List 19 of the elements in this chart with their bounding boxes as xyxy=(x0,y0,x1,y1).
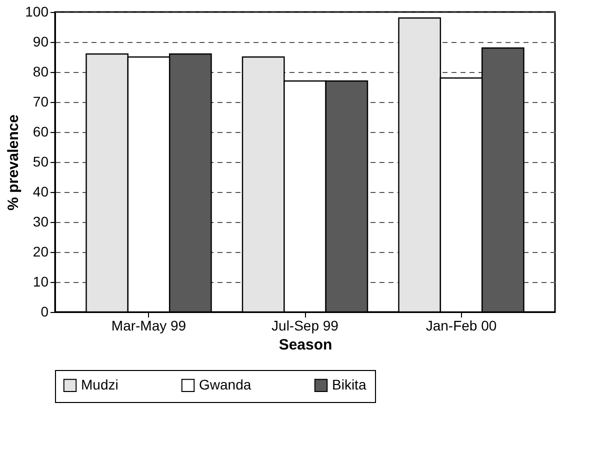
y-tick-label: 100 xyxy=(25,4,49,20)
y-tick-label: 40 xyxy=(32,184,49,200)
y-tick-label: 50 xyxy=(32,154,49,170)
x-tick-label: Jan-Feb 00 xyxy=(426,318,497,334)
legend-label: Mudzi xyxy=(81,376,118,392)
y-tick-label: 20 xyxy=(32,244,49,260)
y-axis-title: % prevalence xyxy=(5,114,22,210)
legend-label: Bikita xyxy=(332,376,366,392)
legend-label: Gwanda xyxy=(199,376,252,392)
y-tick-label: 10 xyxy=(32,274,49,290)
x-tick-label: Mar-May 99 xyxy=(111,318,186,334)
x-axis-title: Season xyxy=(278,336,332,354)
y-tick-label: 30 xyxy=(32,214,49,230)
y-tick-label: 80 xyxy=(32,64,49,80)
y-tick-label: 0 xyxy=(40,304,49,320)
y-tick-label: 90 xyxy=(32,34,49,50)
y-tick-label: 60 xyxy=(32,124,49,140)
y-tick-label: 70 xyxy=(32,94,49,110)
x-tick-label: Jul-Sep 99 xyxy=(272,318,339,334)
